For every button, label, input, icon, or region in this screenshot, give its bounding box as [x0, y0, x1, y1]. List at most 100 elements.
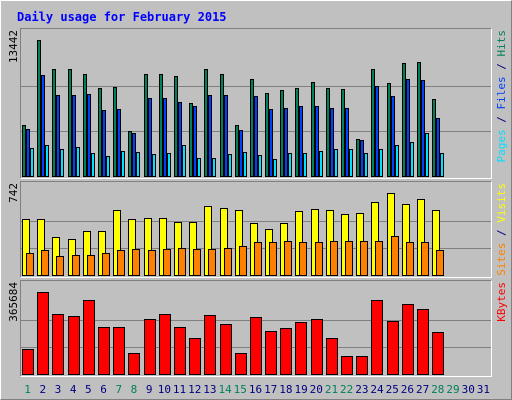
bar-sites-day-25 [391, 236, 399, 276]
x-tick-label: 8 [131, 383, 138, 396]
bar-files-day-14 [224, 95, 228, 177]
bar-kbytes-day-23 [356, 356, 368, 375]
x-tick-label: 14 [218, 383, 232, 396]
bar-kbytes-day-27 [417, 309, 429, 375]
bar-kbytes-day-14 [220, 324, 232, 375]
bar-hits-day-14 [220, 74, 224, 177]
bar-files-day-19 [299, 106, 303, 177]
bar-pages-day-15 [243, 152, 247, 177]
bar-pages-day-25 [395, 145, 399, 177]
bar-pages-day-11 [182, 145, 186, 177]
bar-sites-day-24 [375, 241, 383, 276]
plot-border-highlight [20, 181, 492, 278]
panel-visitors: 742 Sites / Visits [7, 181, 508, 278]
bar-pages-day-17 [273, 159, 277, 177]
series-legend-label: Sites / Visits [495, 183, 508, 276]
bar-files-day-26 [406, 79, 410, 177]
bar-files-day-25 [391, 96, 395, 177]
x-tick-label: 22 [340, 383, 353, 396]
bar-sites-day-22 [345, 241, 353, 276]
bar-hits-day-5 [83, 74, 87, 177]
bar-hits-day-24 [371, 69, 375, 177]
bar-kbytes-day-3 [52, 314, 64, 375]
bar-hits-day-11 [174, 76, 178, 177]
x-tick-label: 5 [85, 383, 92, 396]
bar-sites-day-27 [421, 242, 429, 276]
bar-pages-day-26 [410, 142, 414, 177]
bar-pages-day-9 [152, 154, 156, 177]
bar-sites-day-8 [132, 249, 140, 276]
bar-hits-day-3 [52, 69, 56, 177]
x-tick-label: 6 [100, 383, 107, 396]
x-tick-label: 7 [115, 383, 122, 396]
bar-hits-day-12 [189, 103, 193, 177]
bar-pages-day-8 [136, 152, 140, 177]
bar-pages-day-14 [228, 154, 232, 177]
bar-files-day-27 [421, 80, 425, 177]
series-legend-label: Pages / Files / Hits [495, 30, 508, 163]
x-tick-label: 28 [431, 383, 444, 396]
x-tick-label: 20 [310, 383, 323, 396]
bar-pages-day-2 [45, 145, 49, 177]
bar-files-day-11 [178, 102, 182, 177]
bar-sites-day-14 [224, 248, 232, 276]
bar-sites-day-26 [406, 242, 414, 276]
bar-kbytes-day-12 [189, 338, 201, 375]
bar-pages-day-19 [303, 153, 307, 177]
bar-files-day-23 [360, 140, 364, 177]
bar-files-day-20 [315, 106, 319, 177]
bar-files-day-1 [26, 129, 30, 177]
x-tick-label: 18 [279, 383, 292, 396]
y-max-label: 742 [7, 183, 20, 203]
bar-sites-day-1 [26, 253, 34, 276]
bar-kbytes-day-16 [250, 317, 262, 375]
bar-kbytes-day-18 [280, 328, 292, 375]
bar-files-day-22 [345, 108, 349, 177]
bar-files-day-13 [208, 95, 212, 177]
bar-sites-day-6 [102, 253, 110, 276]
x-tick-label: 3 [55, 383, 62, 396]
series-legend-label: KBytes [495, 282, 508, 322]
bar-files-day-10 [163, 98, 167, 177]
legend-part: / [495, 110, 508, 130]
x-tick-label: 27 [416, 383, 429, 396]
bar-hits-day-18 [280, 90, 284, 177]
bar-kbytes-day-2 [37, 292, 49, 375]
bar-sites-day-16 [254, 242, 262, 276]
bar-sites-day-12 [193, 249, 201, 276]
bar-kbytes-day-6 [98, 327, 110, 375]
bar-pages-day-27 [425, 133, 429, 177]
bar-pages-day-5 [91, 153, 95, 177]
bar-kbytes-day-28 [432, 332, 444, 375]
bar-pages-day-10 [167, 153, 171, 177]
bar-pages-day-13 [212, 158, 216, 177]
bar-kbytes-day-8 [128, 353, 140, 375]
bar-hits-day-9 [144, 74, 148, 177]
x-tick-label: 1 [24, 383, 31, 396]
bar-sites-day-17 [269, 242, 277, 276]
bar-sites-day-2 [41, 250, 49, 276]
chart-panels: 13442 Pages / Files / Hits 742 Sites / Visi… [7, 28, 508, 377]
bar-kbytes-day-17 [265, 331, 277, 375]
bar-kbytes-day-20 [311, 319, 323, 375]
bar-pages-day-4 [76, 147, 80, 177]
bar-hits-day-22 [341, 89, 345, 177]
bar-pages-day-21 [334, 149, 338, 177]
plot-border-shadow [20, 28, 492, 179]
bar-files-day-15 [239, 130, 243, 177]
x-tick-label: 30 [462, 383, 475, 396]
bar-hits-day-19 [295, 88, 299, 177]
bar-files-day-12 [193, 106, 197, 177]
x-tick-label: 31 [477, 383, 490, 396]
bar-hits-day-27 [417, 62, 421, 177]
legend-part: KBytes [495, 282, 508, 322]
x-tick-label: 21 [325, 383, 338, 396]
bar-pages-day-12 [197, 158, 201, 177]
x-tick-label: 23 [355, 383, 368, 396]
bar-hits-day-20 [311, 82, 315, 177]
bar-kbytes-day-21 [326, 338, 338, 375]
bar-pages-day-20 [319, 151, 323, 177]
bar-files-day-28 [436, 118, 440, 177]
legend-part: Visits [495, 183, 508, 223]
